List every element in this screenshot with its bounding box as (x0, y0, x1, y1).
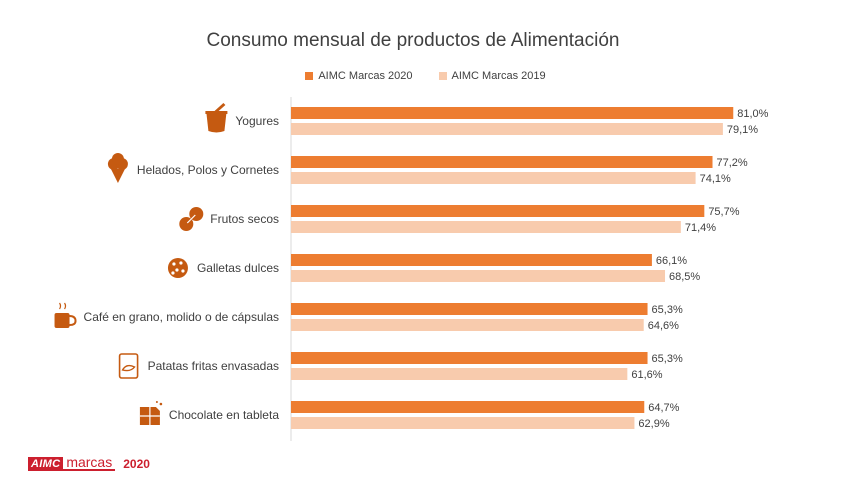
data-label: 79,1% (727, 124, 758, 136)
bar-2019 (291, 368, 628, 380)
coffee-cup-icon (54, 302, 77, 328)
data-label: 61,6% (631, 369, 662, 381)
yogurt-cup (206, 113, 227, 133)
cookie-chip (181, 269, 185, 273)
brand-logo: AIMC marcas 2020 (28, 455, 150, 471)
data-label: 66,1% (656, 255, 687, 267)
brand-logo-aimc: AIMC (28, 456, 64, 471)
peanut-icon (179, 207, 204, 231)
legend-swatch-2020 (305, 72, 314, 80)
category-label: Yogures (235, 114, 279, 128)
category-label: Helados, Polos y Cornetes (137, 163, 279, 177)
cookie-chip (172, 262, 176, 266)
bar-2019 (291, 221, 681, 233)
chocolate-crumb (159, 402, 163, 406)
data-label: 71,4% (685, 222, 716, 234)
bar-2019 (291, 270, 666, 282)
bar-2020 (291, 352, 648, 364)
chocolate-bar-icon (139, 401, 163, 425)
bar-2020 (291, 303, 648, 315)
bar-2020 (291, 401, 645, 413)
cookie-icon (167, 258, 188, 278)
coffee-cup-body (54, 313, 70, 328)
data-label: 64,7% (648, 402, 679, 414)
yogurt-spoon (213, 103, 226, 113)
data-label: 64,6% (648, 320, 679, 332)
ice-cream-cone (110, 169, 125, 183)
chart-legend: AIMC Marcas 2020 AIMC Marcas 2019 (0, 70, 851, 82)
legend-item-2020: AIMC Marcas 2020 (305, 70, 413, 82)
cookie-body (167, 258, 188, 278)
chips-bag-chip (121, 364, 136, 372)
brand-year: 2020 (123, 456, 150, 471)
bar-2019 (291, 319, 644, 331)
ice-cream-scoop (111, 153, 124, 165)
brand-logo-marcas: marcas (63, 455, 116, 471)
legend-label-2020: AIMC Marcas 2020 (318, 70, 413, 82)
cookie-chip (179, 261, 183, 265)
category-label: Café en grano, molido o de cápsulas (84, 310, 279, 324)
data-label: 74,1% (700, 173, 731, 185)
ice-cream-icon (107, 153, 128, 183)
peanut-groove (186, 214, 196, 224)
cookie-chip (171, 271, 175, 275)
category-label: Frutos secos (210, 212, 279, 226)
chocolate-crumb (155, 401, 158, 403)
data-label: 65,3% (652, 304, 683, 316)
legend-swatch-2019 (438, 72, 447, 80)
category-label: Chocolate en tableta (169, 408, 279, 422)
data-label: 68,5% (669, 271, 700, 283)
data-label: 65,3% (652, 353, 683, 365)
bar-2019 (291, 123, 723, 135)
yogurt-icon (205, 103, 228, 133)
data-label: 81,0% (737, 108, 768, 120)
bar-2020 (291, 254, 652, 266)
category-label: Patatas fritas envasadas (148, 359, 279, 373)
bar-2019 (291, 417, 635, 429)
coffee-steam (59, 302, 67, 310)
chips-bag-icon (118, 353, 139, 379)
category-label: Galletas dulces (197, 261, 279, 275)
chart-title: Consumo mensual de productos de Alimenta… (206, 30, 620, 51)
legend-label-2019: AIMC Marcas 2019 (451, 70, 546, 82)
bar-2020 (291, 107, 734, 119)
bar-2019 (291, 172, 696, 184)
coffee-cup-handle (69, 315, 77, 326)
bar-2020 (291, 156, 713, 168)
bar-2020 (291, 205, 705, 217)
cookie-chip (175, 268, 179, 272)
legend-item-2019: AIMC Marcas 2019 (438, 70, 546, 82)
data-label: 75,7% (708, 206, 739, 218)
data-label: 77,2% (717, 157, 748, 169)
data-label: 62,9% (638, 418, 669, 430)
